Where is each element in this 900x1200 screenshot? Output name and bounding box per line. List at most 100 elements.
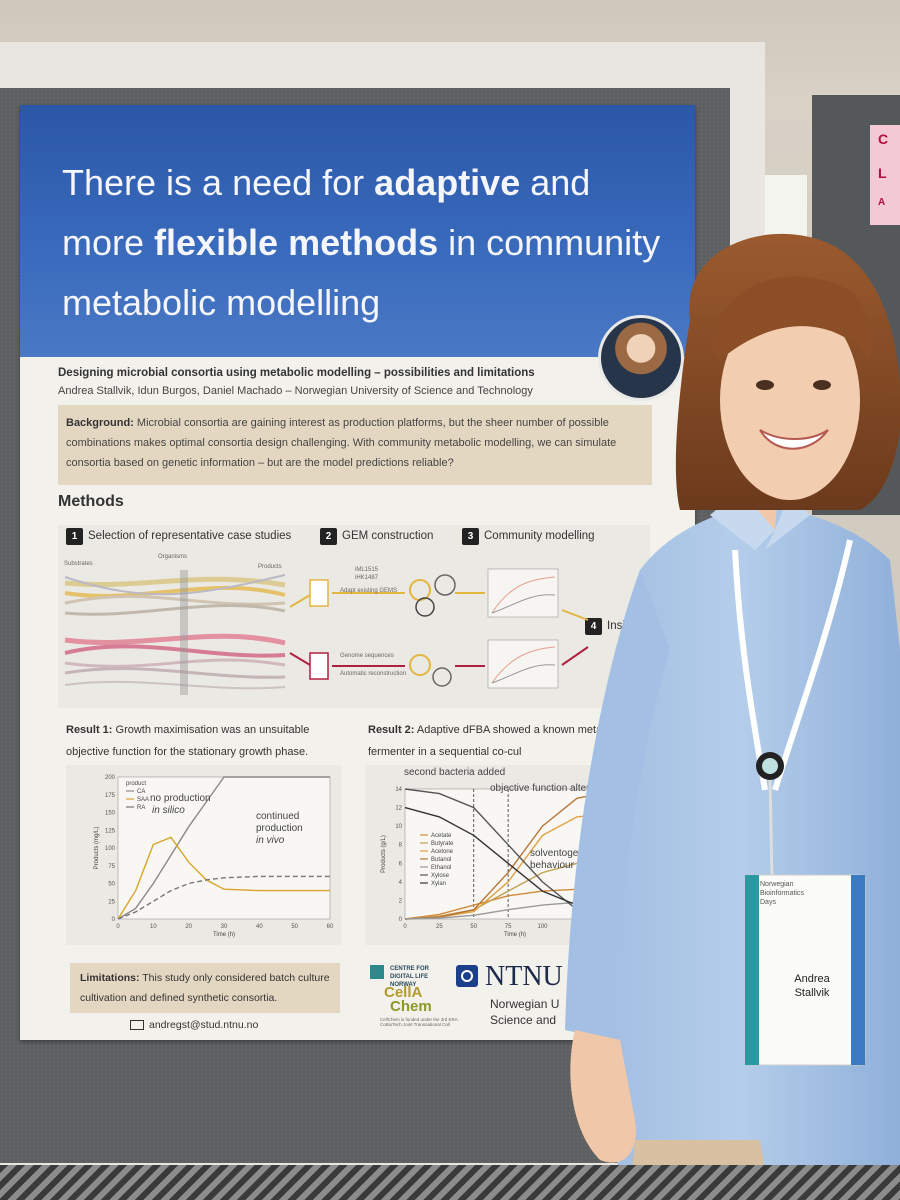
x-tick-label: 75 (505, 924, 512, 930)
cellchem-note: CellChem is funded under the 3rd ERA CoB… (380, 1017, 458, 1027)
y-tick-label: 12 (395, 806, 402, 812)
flow-label-strain1: iML1515 (355, 567, 379, 573)
floor-rug (0, 1165, 900, 1200)
headline-part: and more (62, 162, 591, 263)
poster-subtitle: Designing microbial consortia using meta… (58, 367, 535, 379)
limitations-label: Limitations: (80, 972, 140, 984)
result1-annotation: production (256, 823, 303, 834)
y-tick-label: 50 (108, 882, 115, 888)
poster-authors: Andrea Stallvik, Idun Burgos, Daniel Mac… (58, 385, 533, 397)
legend-entry: RA (137, 805, 145, 811)
y-tick-label: 6 (399, 861, 403, 867)
side-sign-letter: L (878, 165, 887, 181)
step-number: 1 (66, 528, 83, 545)
cellchem-logo-1: CellA (384, 984, 423, 1001)
document-icon (309, 579, 329, 607)
x-axis-label: Time (h) (213, 932, 235, 938)
badge-event-line: Days (760, 899, 776, 906)
side-sign-letter: C (878, 131, 889, 147)
ntnu-logo-icon (456, 965, 478, 987)
step-label: GEM construction (342, 530, 434, 542)
badge-event: Norwegian Bioinformatics Days (760, 880, 880, 907)
result2-annotation: objective function altere (490, 783, 596, 794)
methods-title: Methods (58, 493, 124, 510)
background-box (58, 405, 652, 485)
step-number: 2 (320, 528, 337, 545)
legend-entry: Butyrate (431, 841, 454, 847)
badge-first-name: Andrea (794, 973, 830, 985)
side-sign-letter: A (878, 197, 886, 208)
legend-entry: Xylose (431, 873, 450, 879)
legend-entry: Acetate (431, 833, 452, 839)
legend-entry: Butanol (431, 857, 451, 863)
legend-entry: Xylan (431, 881, 446, 887)
hand (570, 1030, 636, 1163)
x-tick-label: 100 (537, 924, 548, 930)
presenter-person (565, 233, 900, 1200)
x-tick-label: 0 (403, 924, 407, 930)
result1-body: Growth maximisation was an unsuitable ob… (66, 724, 310, 758)
face (720, 300, 860, 500)
document-icon (309, 652, 329, 680)
limitations-box (70, 963, 340, 1013)
y-tick-label: 25 (108, 899, 115, 905)
y-tick-label: 0 (399, 917, 403, 923)
ntnu-logo-text: NTNU (485, 961, 563, 992)
contact-email: andregst@stud.ntnu.no (130, 1019, 258, 1031)
legend-entry: CA (137, 789, 145, 795)
limitations-body: This study only considered batch culture… (80, 972, 330, 1004)
y-tick-label: 75 (108, 864, 115, 870)
x-tick-label: 40 (256, 924, 263, 930)
result1-annotation: in silico (152, 805, 185, 816)
legend-entry: Ethanol (431, 865, 451, 871)
headline-bold: adaptive (374, 162, 521, 203)
y-axis-label: Products (g/L) (381, 835, 387, 873)
headline-part: There is a need for (62, 162, 375, 203)
flow-label-products: Products (258, 564, 282, 570)
y-tick-label: 125 (105, 828, 116, 834)
mail-icon (130, 1020, 144, 1031)
step-label: Selection of representative case studies (88, 530, 292, 542)
x-tick-label: 50 (470, 924, 477, 930)
window-light (765, 175, 807, 245)
y-tick-label: 8 (399, 843, 403, 849)
flow-label-adapt: Adapt existing GEMS (340, 588, 398, 594)
background-label: Background: (66, 417, 134, 429)
y-axis-label: Products (mg/L) (94, 827, 100, 870)
method-step-2: 2 GEM construction (320, 528, 433, 545)
background-text: Background: Microbial consortia are gain… (66, 413, 646, 473)
step-number: 3 (462, 528, 479, 545)
result1-annotation: no production (150, 793, 211, 804)
cdl-logo-text: CENTRE FOR DIGITAL LIFE NORWAY (390, 966, 429, 988)
flow-label-organisms: Organisms (158, 554, 188, 560)
y-tick-label: 175 (105, 793, 116, 799)
y-tick-label: 4 (399, 880, 403, 886)
side-sign: C L A (870, 125, 900, 225)
limitations-text: Limitations: This study only considered … (80, 968, 338, 1008)
cellchem-logo-2: Chem (390, 998, 432, 1015)
badge-name: Andrea Stallvik (762, 972, 862, 1000)
ntnu-subtitle: Science and (490, 1013, 557, 1027)
legend-entry: Acetone (431, 849, 454, 855)
flow-label-strain2: iHK1487 (355, 575, 379, 581)
legend-title: product (126, 781, 146, 787)
x-tick-label: 50 (291, 924, 298, 930)
x-axis-label: Time (h) (504, 932, 526, 938)
x-tick-label: 60 (327, 924, 334, 930)
ntnu-subtitle: Norwegian U (490, 997, 560, 1011)
result1-annotation: in vivo (256, 835, 285, 846)
result1-chart: 0 10 20 30 40 50 60 0 25 50 75 100 125 150 175 200 Time … (94, 775, 334, 938)
badge-last-name: Stallvik (794, 987, 830, 999)
method-step-1: 1 Selection of representative case studie… (66, 528, 291, 545)
author-photo (598, 315, 684, 401)
plot-area (117, 776, 331, 920)
y-tick-label: 0 (112, 917, 116, 923)
series-line (117, 776, 330, 920)
flow-label-genome: Genome sequences (340, 653, 394, 659)
x-tick-label: 0 (116, 924, 120, 930)
result1-label: Result 1: (66, 724, 113, 736)
step-label: Community modelling (484, 530, 595, 542)
x-tick-label: 25 (436, 924, 443, 930)
y-tick-label: 200 (105, 775, 116, 781)
series-line (117, 875, 330, 920)
